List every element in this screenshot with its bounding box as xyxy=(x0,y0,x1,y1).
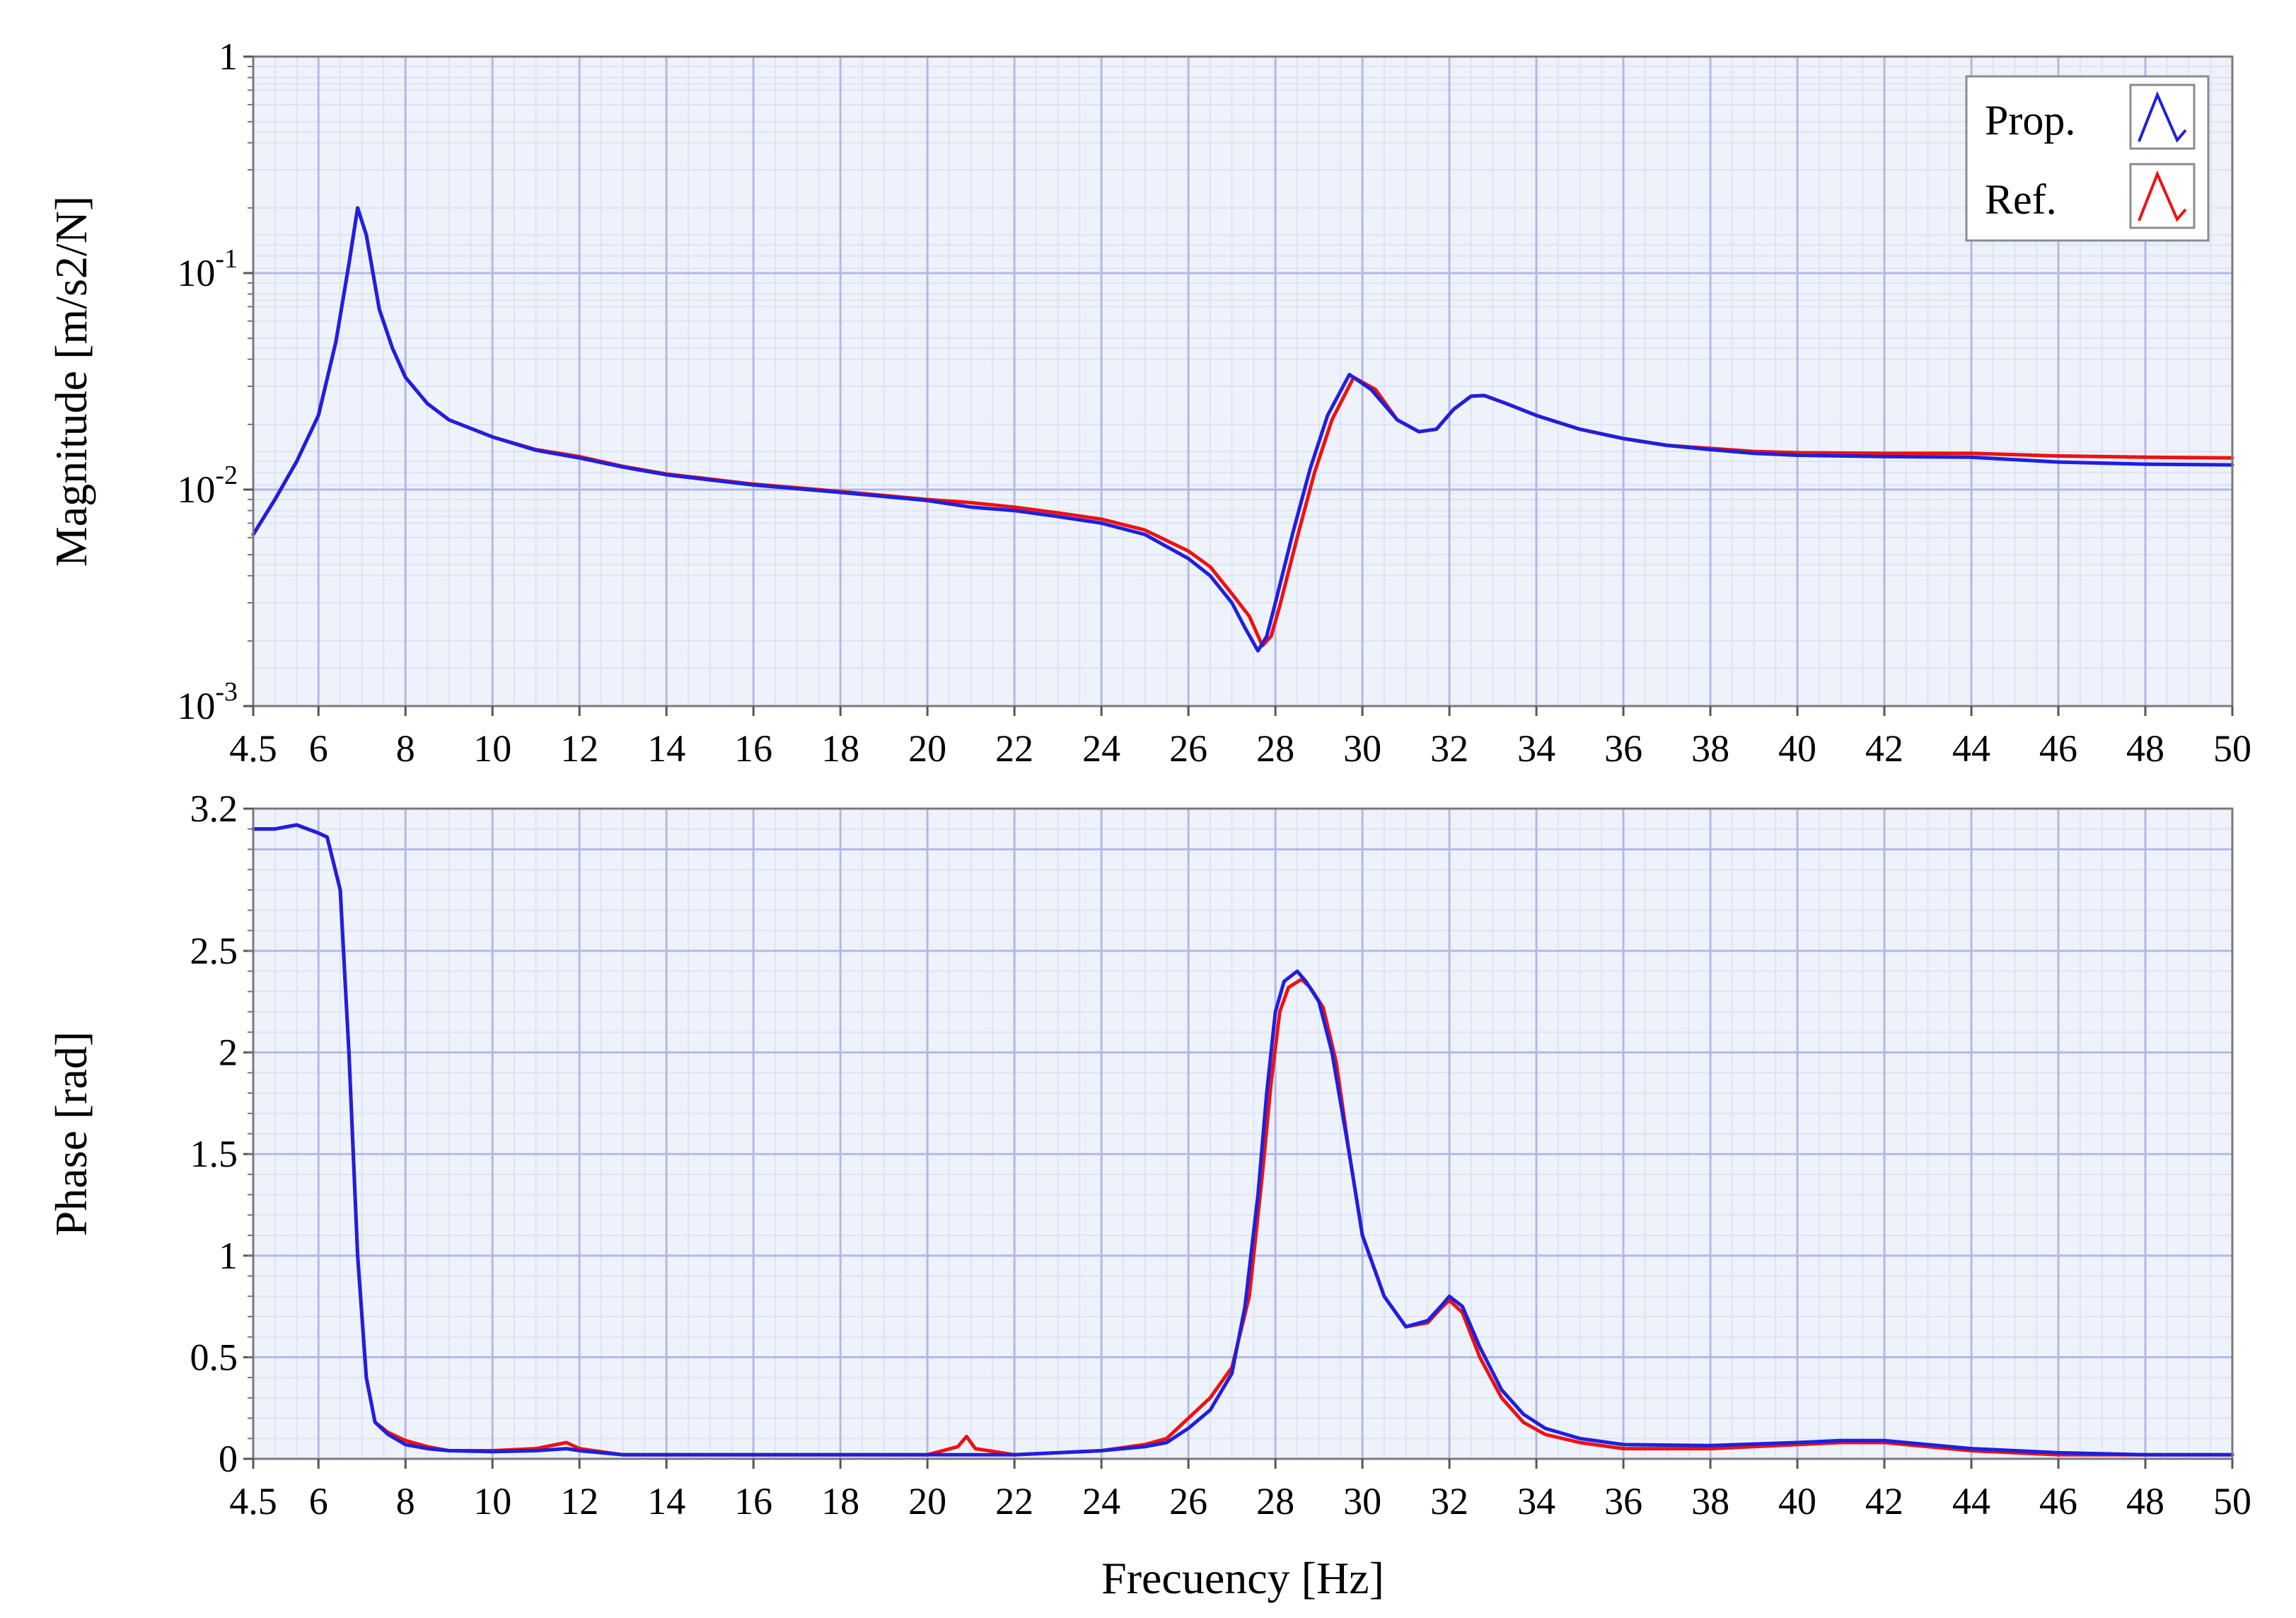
x-tick-label: 4.5 xyxy=(229,1480,277,1522)
y-tick-label: 2.5 xyxy=(190,930,238,972)
x-tick-label: 16 xyxy=(734,727,772,770)
x-tick-label: 26 xyxy=(1169,727,1207,770)
x-tick-label: 40 xyxy=(1778,727,1816,770)
x-tick-label: 32 xyxy=(1430,1480,1468,1522)
magnitude-series xyxy=(251,206,2234,653)
x-tick-label: 40 xyxy=(1778,1480,1816,1522)
x-tick-label: 46 xyxy=(2039,1480,2077,1522)
x-tick-label: 42 xyxy=(1865,1480,1903,1522)
magnitude-tick-labels: 4.5 6 8 10 12 14 16 18 20 22 24 26 28 30 32 34 36 38 40 42 4… xyxy=(177,35,2251,770)
legend-label-ref: Ref. xyxy=(1985,176,2057,223)
magnitude-y-axis-label: Magnitude [m/s2/N] xyxy=(46,196,96,567)
legend-swatch-prop xyxy=(2129,83,2196,150)
x-tick-label: 10 xyxy=(473,1480,511,1522)
phase-panel: 4.5 6 8 10 12 14 16 18 20 22 24 26 28 30 32 34 36 38 40 42 4… xyxy=(46,787,2251,1603)
legend: Prop. Ref. xyxy=(1965,75,2210,242)
y-tick-label: 1.5 xyxy=(190,1133,238,1175)
series-line-prop xyxy=(251,206,2234,653)
x-tick-label: 8 xyxy=(396,727,415,770)
x-tick-label: 50 xyxy=(2213,1480,2251,1522)
x-tick-label: 34 xyxy=(1517,727,1555,770)
y-tick-label: 10-1 xyxy=(177,244,238,294)
phase-tick-labels: 4.5 6 8 10 12 14 16 18 20 22 24 26 28 30 32 34 36 38 40 42 4… xyxy=(190,787,2252,1522)
y-tick-label: 2 xyxy=(219,1032,238,1074)
x-tick-label: 28 xyxy=(1256,1480,1294,1522)
x-tick-label: 46 xyxy=(2039,727,2077,770)
x-tick-label: 36 xyxy=(1604,1480,1642,1522)
y-tick-label: 0 xyxy=(219,1438,238,1480)
x-tick-label: 18 xyxy=(821,1480,859,1522)
phase-x-axis-label: Frecuency [Hz] xyxy=(1101,1553,1384,1603)
phase-series xyxy=(251,823,2234,1457)
x-tick-label: 6 xyxy=(309,1480,328,1522)
y-tick-label: 0.5 xyxy=(190,1336,238,1378)
x-tick-label: 4.5 xyxy=(229,727,277,770)
x-tick-label: 30 xyxy=(1343,727,1381,770)
x-tick-label: 26 xyxy=(1169,1480,1207,1522)
y-tick-label: 3.2 xyxy=(190,787,238,830)
x-tick-label: 48 xyxy=(2126,727,2164,770)
phase-grid xyxy=(252,809,2234,1460)
magnitude-plot-area xyxy=(253,57,2232,706)
x-tick-label: 8 xyxy=(396,1480,415,1522)
x-tick-label: 10 xyxy=(473,727,511,770)
magnitude-frame xyxy=(252,55,2234,707)
phase-y-axis-label: Phase [rad] xyxy=(46,1032,96,1237)
x-tick-label: 32 xyxy=(1430,727,1468,770)
y-tick-label: 10-3 xyxy=(177,677,238,727)
series-line-prop xyxy=(251,823,2234,1457)
legend-label-prop: Prop. xyxy=(1985,97,2075,144)
x-tick-label: 22 xyxy=(995,1480,1033,1522)
magnitude-grid xyxy=(252,55,2234,707)
legend-glyph-prop xyxy=(2138,91,2187,143)
legend-glyph-ref xyxy=(2138,170,2187,222)
x-tick-label: 44 xyxy=(1952,1480,1990,1522)
x-tick-label: 38 xyxy=(1691,1480,1729,1522)
x-tick-label: 12 xyxy=(560,1480,598,1522)
x-tick-label: 14 xyxy=(647,727,685,770)
y-tick-label: 10-2 xyxy=(177,461,238,511)
x-tick-label: 38 xyxy=(1691,727,1729,770)
x-tick-label: 36 xyxy=(1604,727,1642,770)
x-tick-label: 14 xyxy=(647,1480,685,1522)
x-tick-label: 34 xyxy=(1517,1480,1555,1522)
x-tick-label: 20 xyxy=(908,727,946,770)
x-tick-label: 44 xyxy=(1952,727,1990,770)
x-tick-label: 22 xyxy=(995,727,1033,770)
x-tick-label: 12 xyxy=(560,727,598,770)
magnitude-panel: 4.5 6 8 10 12 14 16 18 20 22 24 26 28 30 32 34 36 38 40 42 4… xyxy=(46,35,2251,770)
x-tick-label: 20 xyxy=(908,1480,946,1522)
x-tick-label: 50 xyxy=(2213,727,2251,770)
x-tick-label: 18 xyxy=(821,727,859,770)
x-tick-label: 30 xyxy=(1343,1480,1381,1522)
y-tick-label: 1 xyxy=(219,35,238,78)
x-tick-label: 24 xyxy=(1082,727,1120,770)
y-tick-label: 1 xyxy=(219,1235,238,1277)
x-tick-label: 48 xyxy=(2126,1480,2164,1522)
x-tick-label: 6 xyxy=(309,727,328,770)
x-tick-label: 42 xyxy=(1865,727,1903,770)
x-tick-label: 16 xyxy=(734,1480,772,1522)
x-tick-label: 24 xyxy=(1082,1480,1120,1522)
x-tick-label: 28 xyxy=(1256,727,1294,770)
